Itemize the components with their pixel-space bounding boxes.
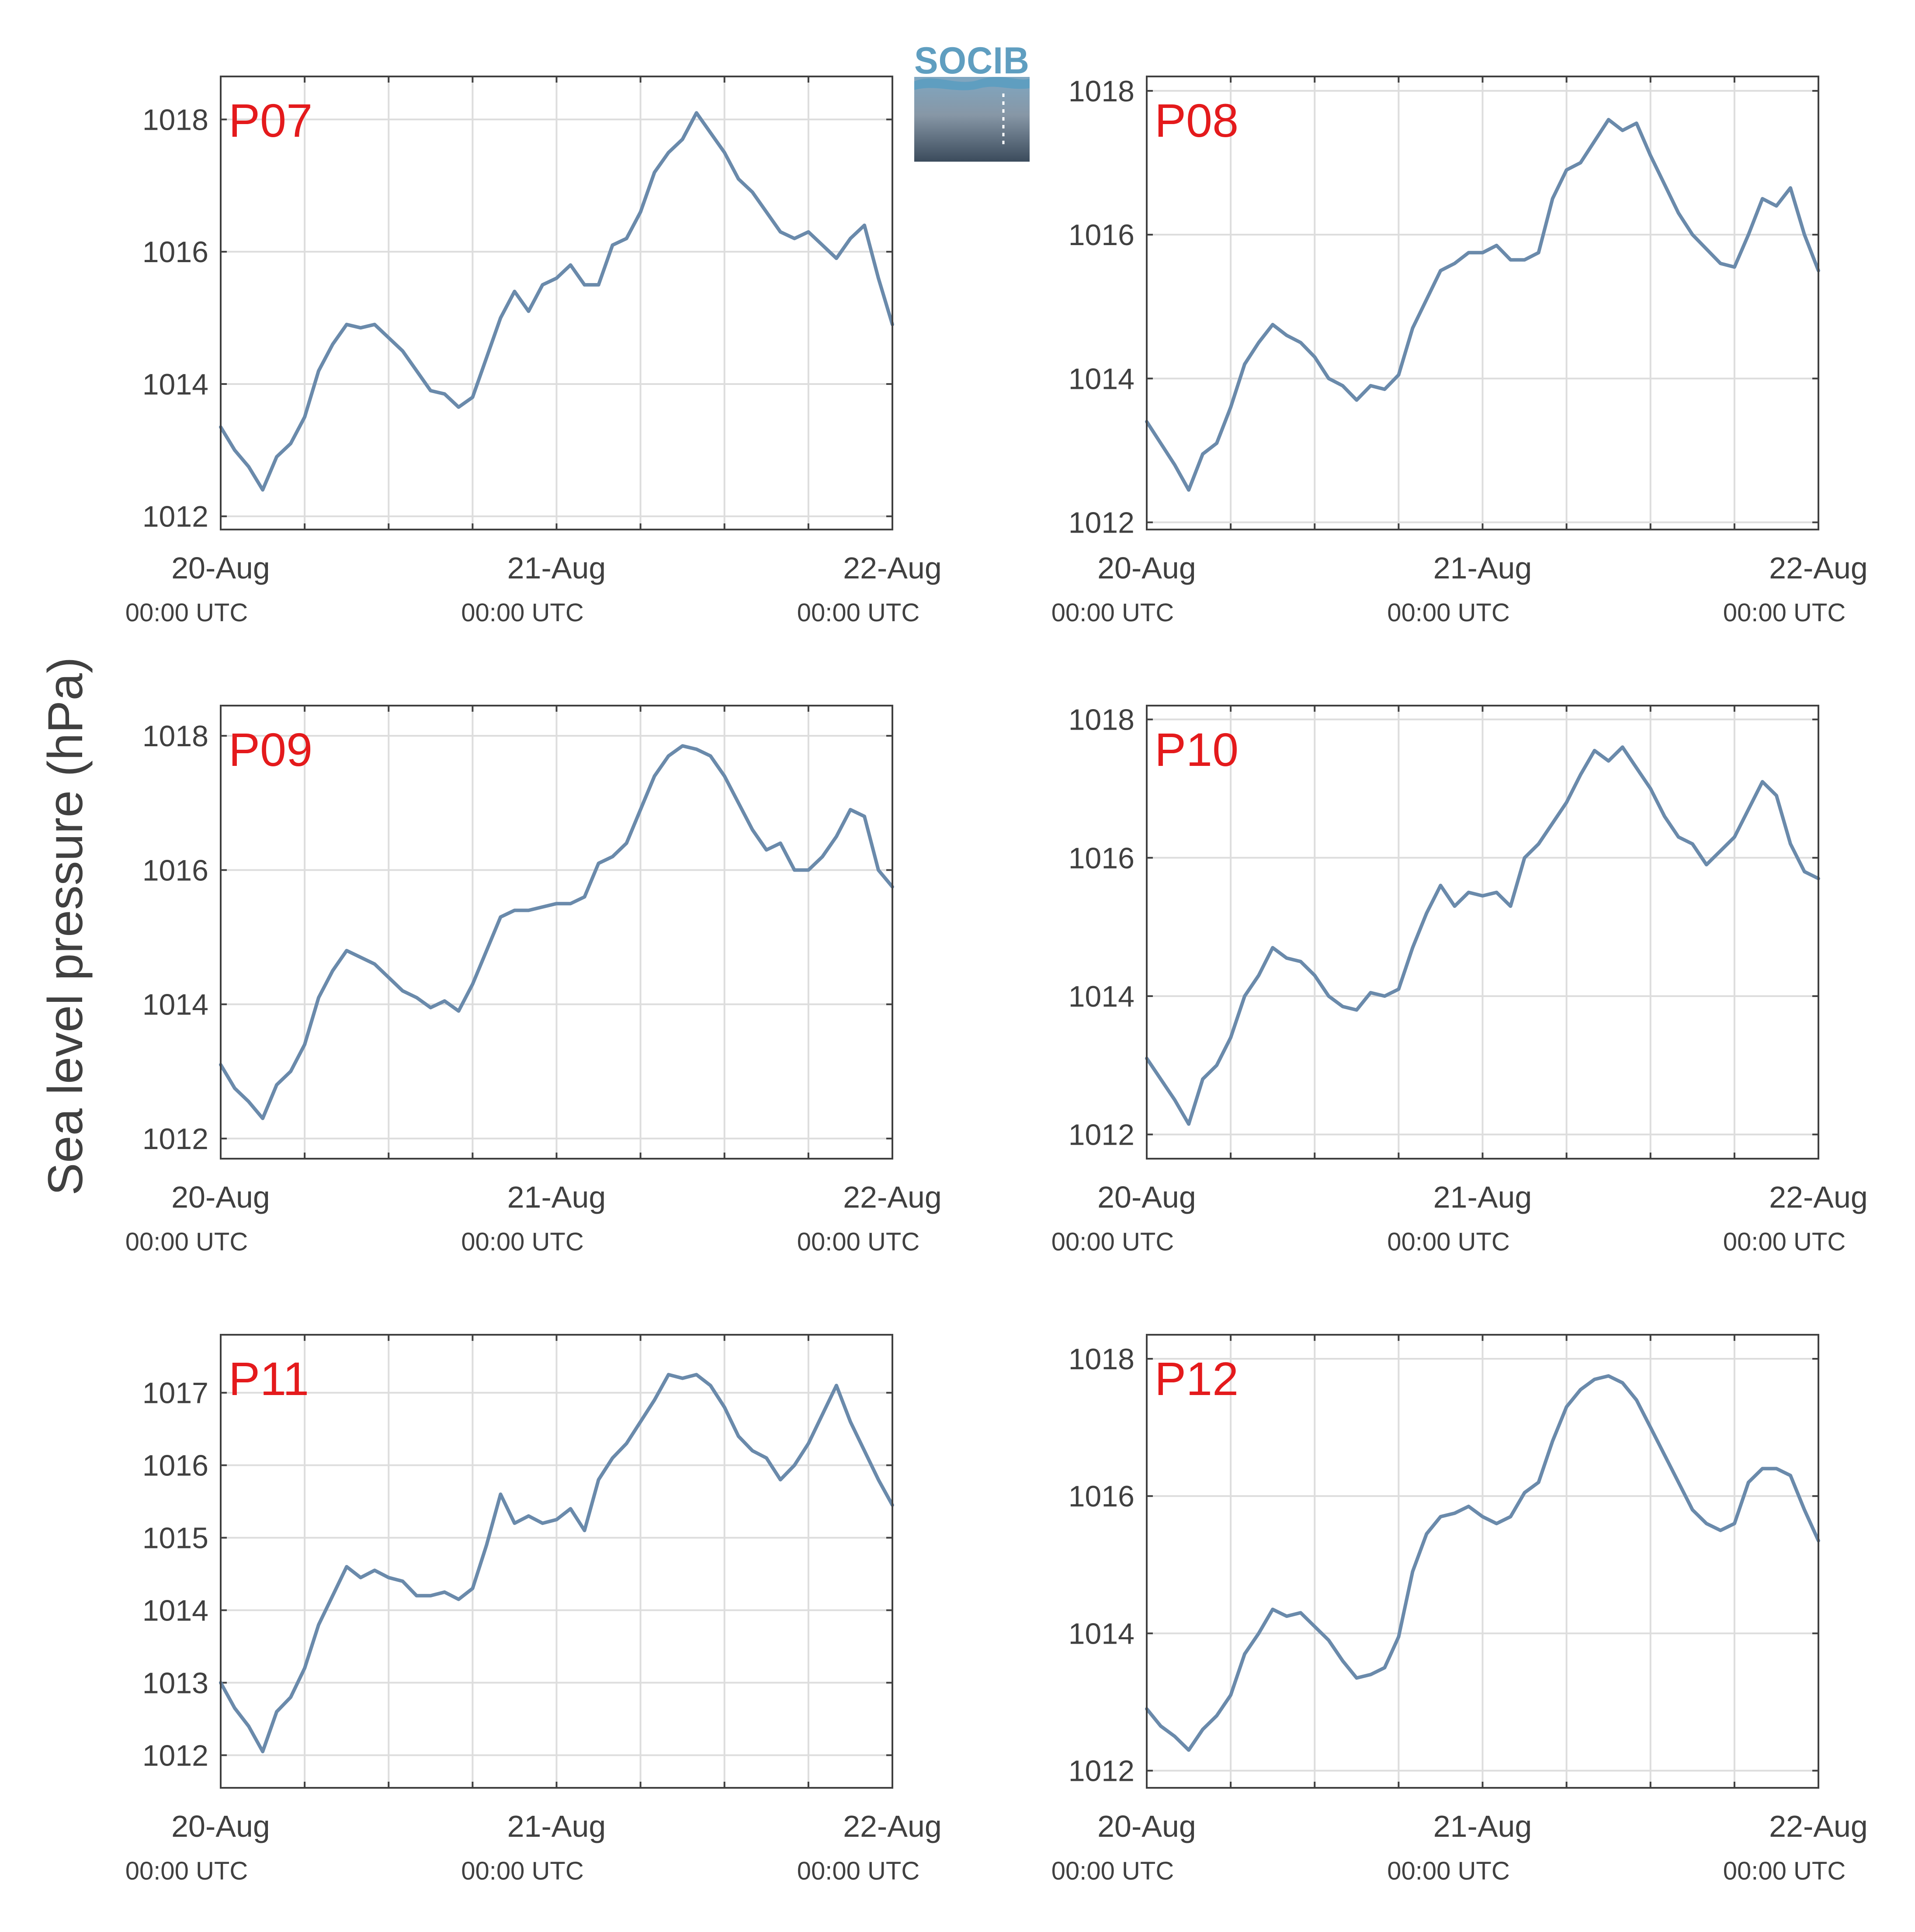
- y-tick-label: 1016: [1069, 1480, 1134, 1513]
- x-tick-date: 21-Aug: [507, 551, 606, 585]
- y-tick-label: 1018: [142, 103, 208, 136]
- x-tick-date: 20-Aug: [1097, 1809, 1196, 1843]
- x-tick-time: 00:00 UTC: [1723, 1857, 1846, 1885]
- panel-title: P09: [229, 723, 312, 776]
- y-tick-label: 1014: [1069, 362, 1134, 395]
- y-tick-label: 1013: [142, 1666, 208, 1700]
- y-tick-label: 1012: [1069, 1118, 1134, 1152]
- y-tick-label: 1012: [1069, 506, 1134, 540]
- x-tick-date: 20-Aug: [1097, 551, 1196, 585]
- axes-frame: [220, 1334, 893, 1789]
- panel-title: P08: [1155, 94, 1239, 147]
- panel-title: P10: [1155, 723, 1239, 776]
- y-tick-label: 1014: [142, 368, 208, 401]
- y-tick-label: 1016: [142, 1449, 208, 1482]
- x-tick-time: 00:00 UTC: [797, 1857, 919, 1885]
- axes-frame: [1146, 76, 1819, 530]
- y-tick-label: 1014: [1069, 980, 1134, 1013]
- x-tick-time: 00:00 UTC: [1723, 599, 1846, 627]
- series-line: [219, 1373, 894, 1753]
- series-line: [219, 111, 894, 492]
- y-tick-label: 1015: [142, 1522, 208, 1555]
- x-tick-date: 20-Aug: [171, 1809, 270, 1843]
- y-tick-label: 1014: [142, 1594, 208, 1627]
- panel-title: P07: [229, 94, 312, 147]
- y-tick-label: 1018: [142, 720, 208, 753]
- y-tick-label: 1018: [1069, 1343, 1134, 1376]
- x-tick-time: 00:00 UTC: [1387, 599, 1509, 627]
- y-tick-label: 1018: [1069, 703, 1134, 737]
- x-tick-date: 21-Aug: [1433, 1809, 1532, 1843]
- x-tick-time: 00:00 UTC: [1051, 1857, 1174, 1885]
- y-tick-label: 1012: [142, 1739, 208, 1772]
- x-tick-date: 22-Aug: [1769, 1809, 1868, 1843]
- x-tick-date: 22-Aug: [843, 1180, 942, 1214]
- x-tick-time: 00:00 UTC: [1387, 1228, 1509, 1256]
- axes-frame: [220, 705, 893, 1160]
- x-tick-date: 22-Aug: [1769, 1180, 1868, 1214]
- panel-p08: 1012 1014 1016 1018 P08 20-Aug 00:00 UTC 21-Aug…: [1051, 75, 1868, 627]
- x-tick-time: 00:00 UTC: [797, 599, 919, 627]
- x-tick-date: 21-Aug: [507, 1180, 606, 1214]
- axes-frame: [220, 76, 893, 530]
- x-tick-time: 00:00 UTC: [125, 599, 248, 627]
- socib-logo: SOCIB: [914, 40, 1030, 162]
- y-tick-label: 1012: [1069, 1755, 1134, 1788]
- x-tick-time: 00:00 UTC: [125, 1857, 248, 1885]
- x-tick-time: 00:00 UTC: [1387, 1857, 1509, 1885]
- y-tick-label: 1017: [142, 1377, 208, 1410]
- logo-panel: [914, 77, 1030, 162]
- logo-wave: [914, 77, 1030, 90]
- y-tick-label: 1012: [142, 500, 208, 533]
- series-line: [1145, 745, 1820, 1126]
- panel-p12: 1012 1014 1016 1018 P12 20-Aug 00:00 UTC 21-Aug…: [1051, 1334, 1868, 1885]
- x-tick-time: 00:00 UTC: [461, 1228, 583, 1256]
- x-tick-time: 00:00 UTC: [1723, 1228, 1846, 1256]
- x-tick-date: 20-Aug: [1097, 1180, 1196, 1214]
- y-tick-label: 1016: [1069, 218, 1134, 252]
- x-tick-time: 00:00 UTC: [797, 1228, 919, 1256]
- logo-text: SOCIB: [914, 40, 1030, 82]
- panel-p07: 1012 1014 1016 1018 P07 20-Aug 00:00 UTC 21-Aug…: [125, 76, 942, 627]
- panel-p10: 1012 1014 1016 1018 P10 20-Aug 00:00 UTC 21-Aug…: [1051, 703, 1868, 1256]
- y-tick-label: 1014: [142, 988, 208, 1021]
- axes-frame: [1146, 705, 1819, 1160]
- x-tick-date: 20-Aug: [171, 1180, 270, 1214]
- y-axis-label: Sea level pressure (hPa): [38, 657, 93, 1196]
- x-tick-time: 00:00 UTC: [1051, 599, 1174, 627]
- x-tick-date: 22-Aug: [843, 1809, 942, 1843]
- series-line: [1145, 118, 1820, 492]
- x-tick-date: 21-Aug: [1433, 1180, 1532, 1214]
- panel-p11: 1012 1013 1014 1015 1016 1017 P11 20-Aug 00:00 U…: [125, 1334, 942, 1885]
- x-tick-date: 22-Aug: [843, 551, 942, 585]
- y-tick-label: 1016: [142, 854, 208, 887]
- x-tick-time: 00:00 UTC: [1051, 1228, 1174, 1256]
- x-tick-date: 20-Aug: [171, 551, 270, 585]
- y-tick-label: 1014: [1069, 1617, 1134, 1650]
- series-line: [219, 744, 894, 1120]
- x-tick-date: 22-Aug: [1769, 551, 1868, 585]
- panel-title: P12: [1155, 1352, 1239, 1405]
- series-line: [1145, 1374, 1820, 1752]
- x-tick-time: 00:00 UTC: [461, 1857, 583, 1885]
- y-tick-label: 1016: [142, 235, 208, 269]
- panel-p09: 1012 1014 1016 1018 P09 20-Aug 00:00 UTC 21-Aug…: [125, 705, 942, 1256]
- x-tick-date: 21-Aug: [1433, 551, 1532, 585]
- x-tick-time: 00:00 UTC: [125, 1228, 248, 1256]
- x-tick-date: 21-Aug: [507, 1809, 606, 1843]
- y-tick-label: 1016: [1069, 841, 1134, 875]
- y-tick-label: 1018: [1069, 75, 1134, 108]
- x-tick-time: 00:00 UTC: [461, 599, 583, 627]
- y-tick-label: 1012: [142, 1122, 208, 1156]
- axes-frame: [1146, 1334, 1819, 1789]
- panel-title: P11: [229, 1352, 309, 1405]
